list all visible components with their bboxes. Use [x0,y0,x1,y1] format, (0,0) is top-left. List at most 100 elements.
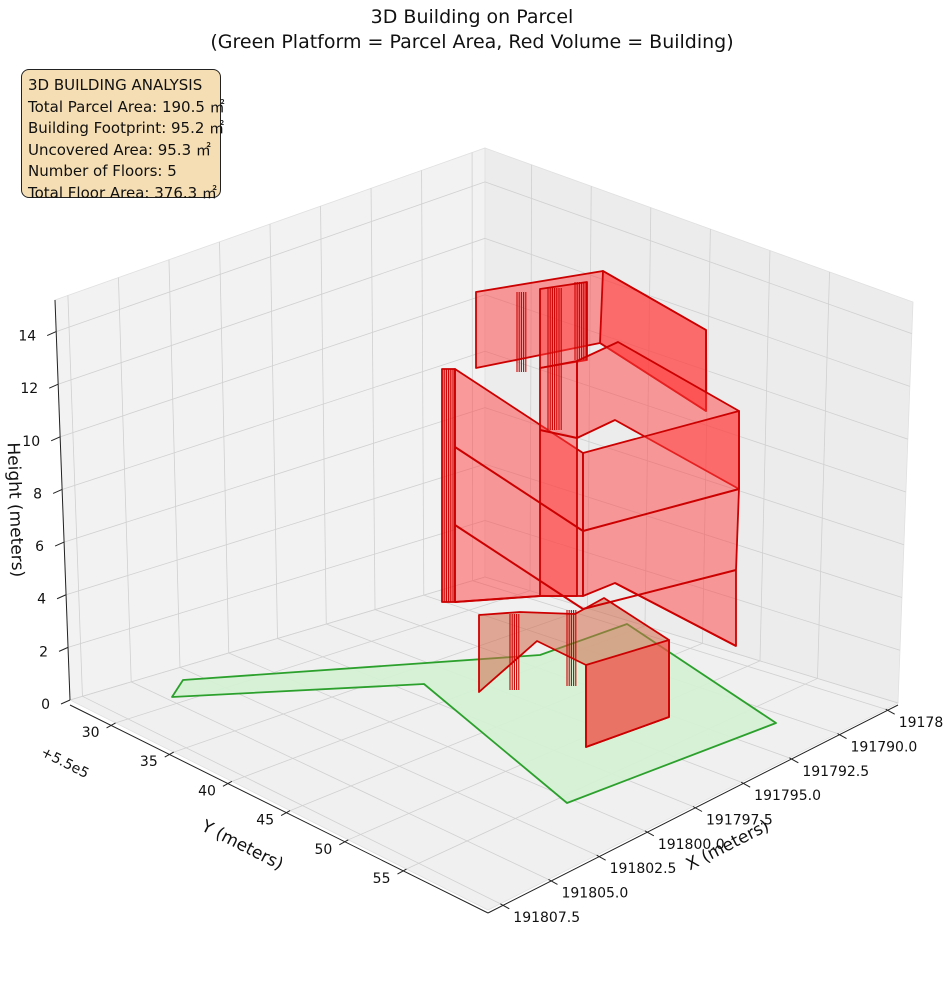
grid-line [484,237,910,387]
x-tick-mark [789,757,799,764]
grid-line [421,170,425,596]
x-tick-label: 191802.5 [610,861,677,877]
y-tick-mark [164,751,174,758]
x-tick-label: 191805.0 [561,885,628,901]
analysis-infobox: 3D BUILDING ANALYSIS Total Parcel Area: … [21,69,225,202]
floor-edge-line [454,524,584,610]
z-tick-mark [60,699,71,705]
y-axis-line [69,704,489,914]
analysis-heading: 3D BUILDING ANALYSIS [28,76,203,94]
floor-edge-line [582,488,740,532]
x-tick-mark [837,733,847,739]
grid-line [484,576,899,704]
grid-line [67,520,486,648]
analysis-line: Total Parcel Area: 190.5 ㎡ [28,97,225,116]
x-tick-mark [885,708,895,715]
x-tick-mark [740,781,751,788]
z-tick-mark [46,331,57,337]
grid-line [472,580,886,710]
grid-line [60,294,486,438]
building-face [539,360,578,597]
grid-line [817,271,830,679]
analysis-line: Uncovered Area: 95.3 ㎡ [28,140,211,159]
x-axis-line [487,704,899,914]
x-tick-label: 191792.5 [802,764,869,780]
y-tick-label: 40 [198,783,216,799]
x-tick-mark [692,806,703,812]
grid-line [370,188,376,610]
grid-line [56,181,486,332]
y-offset-label: +5.5e5 [38,744,91,782]
z-tick-label: 8 [33,486,42,502]
x-tick-label: 191787.5 [899,715,944,731]
z-tick-label: 4 [37,592,46,608]
z-tick-mark [54,541,65,547]
z-tick-label: 12 [20,381,38,397]
x-tick-mark [500,903,510,910]
x-tick-label: 191807.5 [513,910,580,926]
z-tick-label: 0 [41,697,50,713]
y-tick-mark [339,839,349,846]
x-tick-mark [548,879,558,885]
building-face [585,639,670,748]
z-tick-label: 6 [35,539,44,555]
z-tick-mark [52,489,63,494]
analysis-line: Building Footprint: 95.2 ㎡ [28,119,225,137]
z-tick-label: 10 [22,434,40,450]
y-tick-label: 35 [140,754,158,770]
x-tick-label: 191797.5 [706,813,773,829]
grid-line [179,667,597,856]
chart-subtitle: (Green Platform = Parcel Area, Red Volum… [210,31,734,53]
x-tick-label: 191790.0 [851,740,918,756]
z-tick-mark [48,383,59,389]
grid-line [118,277,132,682]
grid-line [484,181,912,335]
grid-line [269,223,278,639]
z-tick-label: 2 [39,644,48,660]
z-tick-mark [58,646,69,652]
y-tick-mark [397,868,407,875]
y-tick-label: 50 [314,842,332,858]
grid-line [67,295,83,697]
grid-line [65,463,486,596]
y-tick-label: 45 [256,813,274,829]
grid-line [168,259,181,668]
axis-lines [54,299,899,914]
x-tick-mark [644,830,655,837]
floor-edge-line [454,446,584,532]
z-axis-line [54,299,71,701]
grid-line [63,407,486,543]
grid-line [320,206,327,625]
z-tick-label: 14 [18,329,36,345]
building-volume [441,270,740,748]
grid-line [759,250,771,661]
y-tick-mark [280,810,291,817]
x-tick-mark [596,854,606,861]
z-tick-mark [56,594,67,600]
z-axis-label: Height (meters) [3,442,28,577]
z-tick-mark [50,436,61,442]
chart-title: 3D Building on Parcel [370,6,574,28]
analysis-line: Total Floor Area: 376.3 ㎡ [28,183,217,202]
floor-edge-line [614,582,737,647]
y-tick-label: 55 [373,871,391,887]
grid-line [61,350,486,490]
floor-edge-line [582,569,737,610]
grid-line [58,237,486,385]
x-tick-label: 191795.0 [754,788,821,804]
x-tick-label: 191800.0 [658,837,725,853]
y-tick-label: 30 [82,725,100,741]
floor-edge-line [454,595,541,603]
y-tick-mark [222,780,233,787]
floor-edge-line [539,429,578,439]
y-tick-mark [106,722,116,729]
grid-line [82,695,501,905]
grid-line [69,576,486,701]
analysis-line: Number of Floors: 5 [28,162,177,180]
grid-line [219,241,230,653]
building-face [582,410,740,647]
building-edges [441,282,740,690]
grid-line [131,681,549,880]
